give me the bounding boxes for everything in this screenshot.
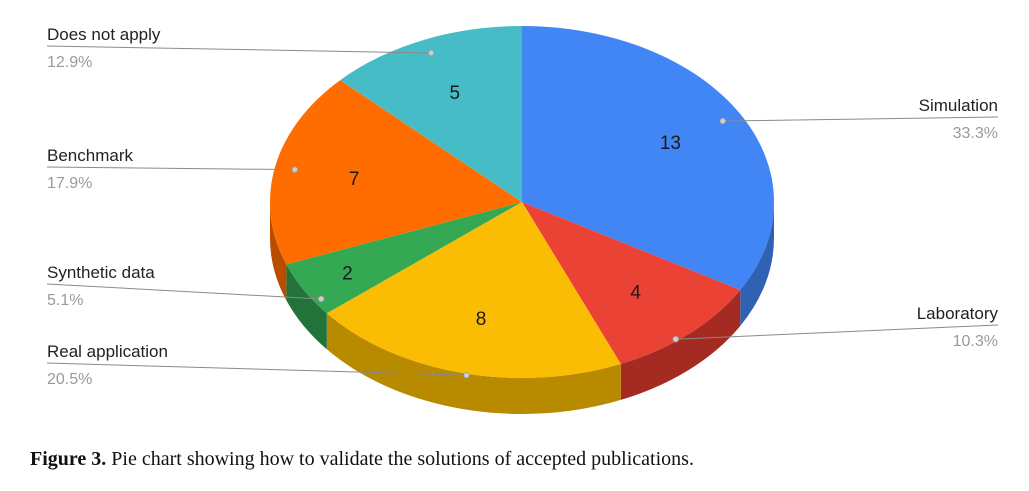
- category-label-simulation: Simulation: [919, 96, 998, 115]
- pie-side-laboratory: [620, 290, 741, 400]
- percent-label-real-application: 20.5%: [47, 371, 92, 388]
- pie-side-synthetic-data: [286, 264, 327, 350]
- pie-slice-synthetic-data: [286, 202, 522, 314]
- callout-line-laboratory: [675, 324, 999, 340]
- callout-dot-synthetic-data: [318, 295, 325, 303]
- value-label-simulation: 13: [660, 133, 681, 154]
- pie-slice-simulation: [522, 26, 775, 290]
- value-label-laboratory: 4: [630, 283, 641, 304]
- pie-callouts: Simulation 33.3% Laboratory 10.3% Real appli…: [46, 25, 999, 388]
- figure-caption-text: Pie chart showing how to validate the so…: [106, 448, 694, 470]
- callout-line-does-not-apply: [46, 45, 432, 54]
- pie-value-labels: 13 4 8 2 7 5: [342, 83, 681, 330]
- figure-caption-label: Figure 3.: [30, 448, 107, 470]
- value-label-synthetic-data: 2: [342, 263, 353, 284]
- pie-slice-does-not-apply: [340, 26, 522, 202]
- category-label-benchmark: Benchmark: [47, 146, 133, 165]
- category-label-does-not-apply: Does not apply: [47, 25, 161, 44]
- callout-dot-laboratory: [672, 335, 679, 343]
- value-label-real-application: 8: [476, 309, 487, 330]
- percent-label-laboratory: 10.3%: [953, 333, 998, 350]
- pie-slice-laboratory: [522, 202, 741, 364]
- percent-label-does-not-apply: 12.9%: [47, 54, 92, 71]
- percent-label-simulation: 33.3%: [953, 125, 998, 142]
- value-label-benchmark: 7: [349, 169, 360, 190]
- category-label-laboratory: Laboratory: [917, 304, 999, 323]
- category-label-real-application: Real application: [47, 342, 168, 361]
- pie-side-benchmark: [270, 202, 287, 301]
- callout-dot-does-not-apply: [427, 49, 435, 57]
- callout-dot-real-application: [463, 372, 470, 379]
- pie-sides: [270, 202, 775, 414]
- pie-slice-benchmark: [270, 80, 522, 265]
- category-label-synthetic-data: Synthetic data: [47, 263, 155, 282]
- pie-side-simulation: [740, 202, 775, 326]
- callout-line-synthetic-data: [46, 283, 322, 300]
- figure-caption: Figure 3. Pie chart showing how to valid…: [30, 448, 694, 471]
- percent-label-synthetic-data: 5.1%: [47, 292, 83, 309]
- value-label-does-not-apply: 5: [450, 83, 461, 104]
- callout-line-simulation: [722, 116, 999, 122]
- callout-line-real-application: [46, 362, 467, 376]
- callout-dot-simulation: [719, 117, 726, 125]
- callout-dot-benchmark: [291, 166, 299, 173]
- pie-slices: [270, 26, 775, 378]
- pie-side-real-application: [326, 313, 621, 414]
- callout-line-benchmark: [46, 166, 295, 171]
- pie-slice-real-application: [326, 202, 621, 378]
- percent-label-benchmark: 17.9%: [47, 175, 92, 192]
